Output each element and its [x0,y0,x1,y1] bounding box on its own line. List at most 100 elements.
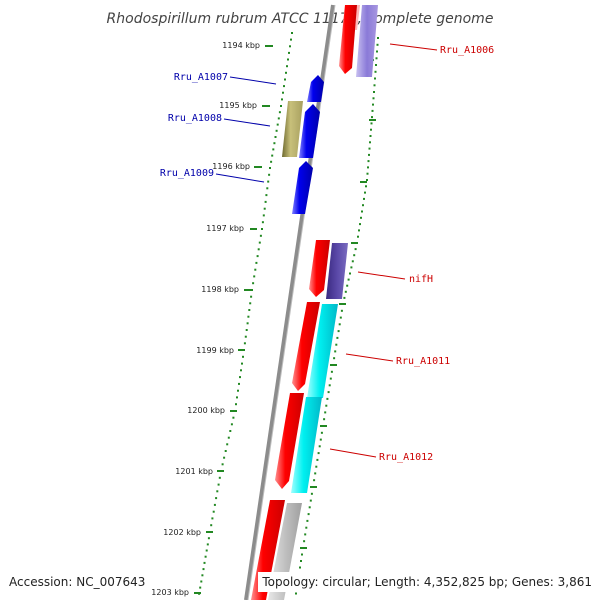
ruler-dot [318,445,321,448]
ruler-dot [244,335,247,338]
ruler-tick-label: 1201 kbp [175,467,213,476]
ruler-dot [249,302,252,305]
gene-a1010-red[interactable] [309,240,330,297]
gene-label[interactable]: Rru_A1012 [379,452,433,463]
forward-strand-genes [251,5,378,600]
ruler-dot [266,187,269,190]
ruler-dot [253,275,256,278]
ruler-tick: 1203 kbp [151,588,201,597]
ruler-dot [213,503,216,506]
ruler-dot [306,519,309,522]
ruler-dot [316,458,319,461]
ruler-dot [212,510,215,513]
ruler-dot [373,84,376,87]
ruler-dot [374,77,376,80]
gene-rru-a1011[interactable] [307,304,338,398]
ruler-dot [282,91,284,94]
ruler-dot [229,430,232,432]
ruler-dot [241,362,243,365]
ruler-dot [261,221,264,224]
ruler-tick-label: 1195 kbp [219,101,257,110]
ruler-dot [267,180,270,183]
gene-rru-a1009[interactable] [292,161,313,214]
ruler-dot [275,129,278,132]
ruler-dot [370,128,372,131]
ruler-dot [202,568,205,571]
gene-rru-a1006-lpurple [356,5,378,77]
gene-label[interactable]: Rru_A1006 [440,45,494,56]
ruler-tick: 1195 kbp [219,101,270,110]
ruler-dot [351,260,354,263]
ruler-dot [373,91,375,93]
gene-rru-a1012-red[interactable] [275,393,304,489]
ruler-dot [264,200,267,203]
ruler-dot [369,141,371,144]
accession-text: Accession: NC_007643 [9,575,145,589]
ruler-tick-label: 1194 kbp [222,41,260,50]
map-title: Rhodospirillum rubrum ATCC 11170, comple… [107,11,494,27]
ruler-dot [290,38,292,41]
ruler-dot [199,586,202,589]
ruler-dot [252,282,255,285]
ruler-tick: 1202 kbp [163,528,213,537]
gene-rru-a1007[interactable] [307,75,324,102]
ruler-dot [327,391,330,394]
ruler-dot [371,109,374,112]
ruler-dot [216,490,219,493]
ruler-dot [358,229,360,232]
ruler-dot [300,560,302,562]
gene-rru-a1011-red[interactable] [292,302,320,391]
ruler-dot [257,248,260,251]
ruler-dot [211,517,214,520]
ruler-dot [368,153,370,156]
ruler-dot [307,513,310,516]
ruler-dot [347,278,350,281]
ruler-dot [325,404,328,407]
ruler-dot [243,342,246,345]
ruler-tick-label: 1202 kbp [163,528,201,537]
ruler-dot [362,204,364,207]
gene-label[interactable]: Rru_A1009 [160,168,214,179]
ruler-dot [323,418,326,421]
ruler-dot [361,210,363,213]
ruler-dot [339,316,342,319]
ruler-dot [236,396,238,399]
gene-rru-a1006[interactable] [339,5,357,74]
ruler-dot [237,389,239,392]
gene-rru-a1012[interactable] [291,397,322,493]
gene-rru-a1008[interactable] [299,104,320,158]
ruler-tick: 1196 kbp [212,162,262,171]
gene-label[interactable]: Rru_A1008 [168,113,222,124]
ruler-dot [251,289,253,291]
ruler-dot [299,566,301,569]
ruler-dot [349,272,351,275]
ruler-tick-label: 1198 kbp [201,285,239,294]
gene-label[interactable]: Rru_A1007 [174,72,228,83]
ruler-dot [305,526,308,529]
ruler-dot [353,254,356,257]
ruler-dot [301,553,303,556]
gene-rru-a1008-olive[interactable] [282,101,303,157]
gene-nifh[interactable] [326,243,348,299]
ruler-dot [235,403,237,406]
ruler-tick-label: 1203 kbp [151,588,189,597]
gene-label[interactable]: nifH [409,274,433,285]
ruler-dot [258,241,261,244]
ruler-dot [338,323,341,326]
ruler-tick: 1197 kbp [206,224,257,233]
ruler-dot [372,97,375,100]
ruler-dot [262,214,265,217]
ruler-dot [340,309,343,312]
ruler-dot [223,456,226,459]
ruler-dot [245,329,248,331]
ruler-dot [254,268,257,271]
ruler-dot [369,135,372,137]
ruler-dot [268,173,271,176]
ruler-tick: 1200 kbp [187,406,237,415]
gene-label[interactable]: Rru_A1011 [396,356,450,367]
gene-labels-left: Rru_A1007 Rru_A1008 Rru_A1009 [160,72,228,179]
ruler-dot [221,463,224,466]
ruler-dot [371,116,373,119]
ruler-dot [319,438,322,441]
